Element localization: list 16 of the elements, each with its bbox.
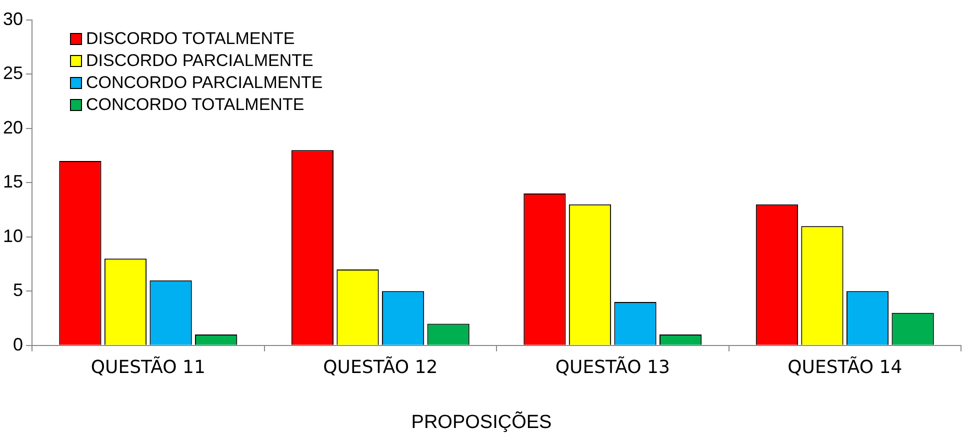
x-tick-label: QUESTÃO 12: [323, 356, 438, 378]
y-tick-label: 0: [13, 334, 24, 354]
y-tick-label: 5: [13, 280, 24, 300]
y-tick-label: 15: [2, 172, 24, 192]
x-axis-title: PROPOSIÇÕES: [410, 412, 553, 434]
x-tick-label: QUESTÃO 13: [555, 356, 670, 378]
legend-label: CONCORDO TOTALMENTE: [86, 94, 304, 116]
y-tick-label: 25: [2, 63, 24, 84]
x-tick-label: QUESTÃO 14: [788, 356, 902, 378]
y-tick-label: 30: [2, 8, 24, 29]
y-tick-label: 10: [2, 226, 24, 246]
legend-label: CONCORDO PARCIALMENTE: [86, 72, 323, 94]
y-tick-label: 20: [2, 117, 24, 138]
legend-label: DISCORDO TOTALMENTE: [86, 28, 295, 50]
legend-label: DISCORDO PARCIALMENTE: [86, 50, 314, 72]
x-tick-label: QUESTÃO 11: [90, 356, 206, 378]
